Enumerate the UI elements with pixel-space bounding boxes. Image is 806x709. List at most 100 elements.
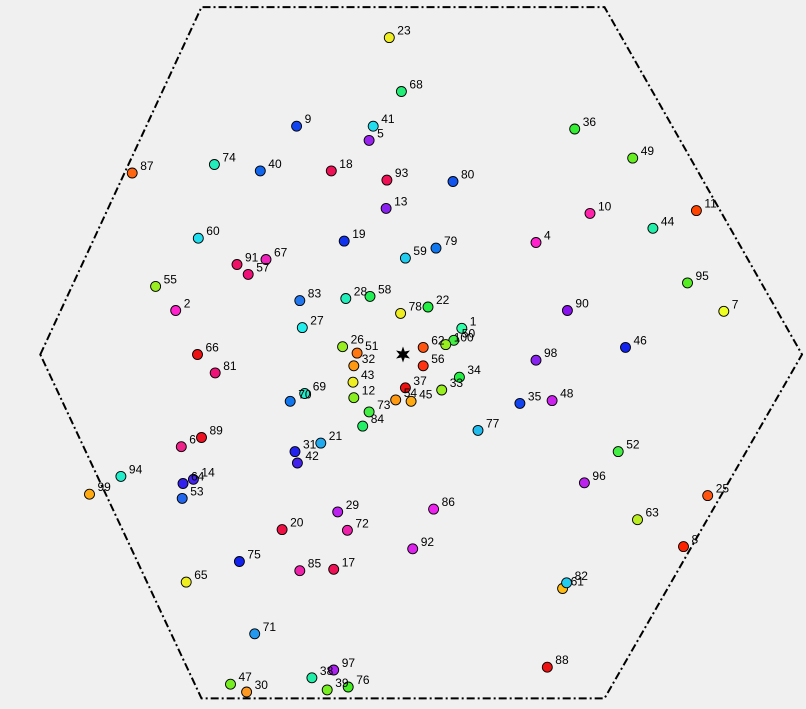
- point-label-18: 18: [339, 157, 353, 171]
- point-22: [422, 301, 434, 313]
- point-7: [718, 305, 730, 317]
- point-label-76: 76: [356, 673, 370, 687]
- point-90: [561, 305, 573, 316]
- point-26: [337, 341, 349, 353]
- point-label-90: 90: [575, 297, 589, 311]
- point-label-29: 29: [346, 498, 360, 512]
- hexagon-boundary: [39, 6, 804, 700]
- point-38: [306, 672, 318, 684]
- point-46: [620, 341, 631, 353]
- point-29: [332, 506, 344, 518]
- point-91: [231, 259, 243, 270]
- point-label-46: 46: [634, 333, 648, 347]
- point-97: [328, 664, 340, 676]
- point-label-99: 99: [98, 480, 112, 494]
- point-95: [682, 277, 693, 289]
- point-73: [363, 406, 375, 418]
- point-99: [84, 488, 95, 500]
- point-82: [561, 577, 573, 589]
- point-label-48: 48: [560, 387, 574, 401]
- point-36: [569, 123, 581, 135]
- point-56: [417, 360, 429, 372]
- point-69: [299, 388, 311, 399]
- point-label-86: 86: [442, 495, 456, 509]
- point-label-43: 43: [361, 368, 375, 382]
- point-label-17: 17: [342, 555, 356, 569]
- point-86: [428, 503, 440, 515]
- point-48: [546, 395, 558, 407]
- point-label-61: 61: [571, 575, 585, 589]
- point-83: [294, 295, 306, 307]
- point-label-72: 72: [355, 516, 369, 530]
- point-79: [430, 242, 442, 254]
- point-41: [367, 120, 379, 132]
- point-label-82: 82: [575, 569, 589, 583]
- point-37: [399, 382, 411, 394]
- point-84: [357, 420, 369, 432]
- point-57: [242, 268, 254, 280]
- point-52: [612, 446, 624, 458]
- point-label-36: 36: [583, 115, 597, 129]
- point-label-40: 40: [268, 157, 282, 171]
- point-label-92: 92: [421, 535, 435, 549]
- point-label-81: 81: [223, 359, 237, 373]
- points-layer: [84, 32, 730, 698]
- point-label-91: 91: [245, 251, 259, 265]
- point-32: [348, 360, 360, 372]
- point-label-54: 54: [404, 386, 418, 400]
- point-label-32: 32: [362, 352, 376, 366]
- point-11: [690, 205, 702, 217]
- point-label-37: 37: [413, 374, 427, 388]
- point-45: [405, 395, 417, 407]
- point-label-21: 21: [329, 429, 343, 443]
- point-39: [321, 684, 333, 696]
- point-64: [177, 478, 189, 489]
- point-label-4: 4: [544, 229, 551, 243]
- point-label-73: 73: [377, 398, 391, 412]
- point-label-28: 28: [354, 285, 368, 299]
- point-label-27: 27: [310, 314, 324, 328]
- point-label-50: 50: [462, 326, 476, 340]
- point-20: [276, 524, 288, 536]
- point-label-78: 78: [409, 299, 423, 313]
- point-1: [456, 322, 468, 334]
- point-label-2: 2: [184, 297, 191, 311]
- point-54: [390, 394, 402, 406]
- point-65: [180, 576, 192, 588]
- point-label-87: 87: [140, 159, 154, 173]
- point-63: [632, 514, 643, 526]
- point-label-34: 34: [467, 363, 481, 377]
- point-label-13: 13: [394, 194, 408, 208]
- point-label-83: 83: [308, 287, 322, 301]
- point-23: [383, 32, 395, 44]
- point-label-42: 42: [305, 449, 319, 463]
- point-label-20: 20: [290, 516, 304, 530]
- point-label-69: 69: [313, 380, 327, 394]
- point-40: [254, 165, 266, 177]
- point-81: [209, 367, 221, 379]
- point-label-65: 65: [194, 568, 208, 582]
- point-label-19: 19: [352, 227, 366, 241]
- point-label-62: 62: [431, 333, 445, 347]
- point-label-39: 39: [335, 676, 349, 690]
- point-label-64: 64: [191, 470, 205, 484]
- point-72: [341, 524, 353, 536]
- point-35: [514, 397, 526, 409]
- point-70: [284, 395, 296, 407]
- point-89: [196, 432, 207, 443]
- point-label-98: 98: [544, 346, 558, 360]
- point-8: [678, 541, 689, 553]
- point-label-8: 8: [692, 533, 699, 547]
- point-label-88: 88: [555, 653, 569, 667]
- point-label-96: 96: [592, 469, 606, 483]
- point-77: [472, 424, 484, 436]
- point-13: [380, 202, 392, 214]
- point-label-11: 11: [704, 197, 717, 211]
- point-60: [192, 232, 204, 244]
- point-34: [453, 371, 465, 383]
- point-71: [249, 628, 261, 640]
- point-label-56: 56: [431, 352, 445, 366]
- point-label-68: 68: [409, 78, 423, 92]
- point-label-51: 51: [365, 339, 379, 353]
- point-label-93: 93: [395, 166, 409, 180]
